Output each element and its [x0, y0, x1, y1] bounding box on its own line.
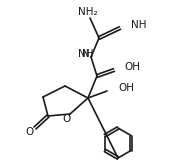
Text: OH: OH [118, 83, 134, 93]
Text: O: O [25, 127, 33, 137]
Text: NH: NH [131, 20, 146, 30]
Text: OH: OH [124, 62, 140, 72]
Text: N: N [82, 49, 90, 59]
Text: O: O [62, 114, 70, 124]
Text: NH₂: NH₂ [78, 7, 98, 17]
Text: NH: NH [78, 49, 94, 59]
